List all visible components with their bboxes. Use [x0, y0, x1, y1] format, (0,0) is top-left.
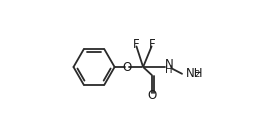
- Text: F: F: [149, 38, 156, 51]
- Text: O: O: [148, 89, 157, 102]
- Text: F: F: [133, 38, 139, 51]
- Text: H: H: [165, 65, 173, 75]
- Text: NH: NH: [186, 67, 203, 80]
- Text: 2: 2: [194, 70, 200, 79]
- Text: N: N: [165, 58, 173, 71]
- Text: O: O: [122, 60, 131, 74]
